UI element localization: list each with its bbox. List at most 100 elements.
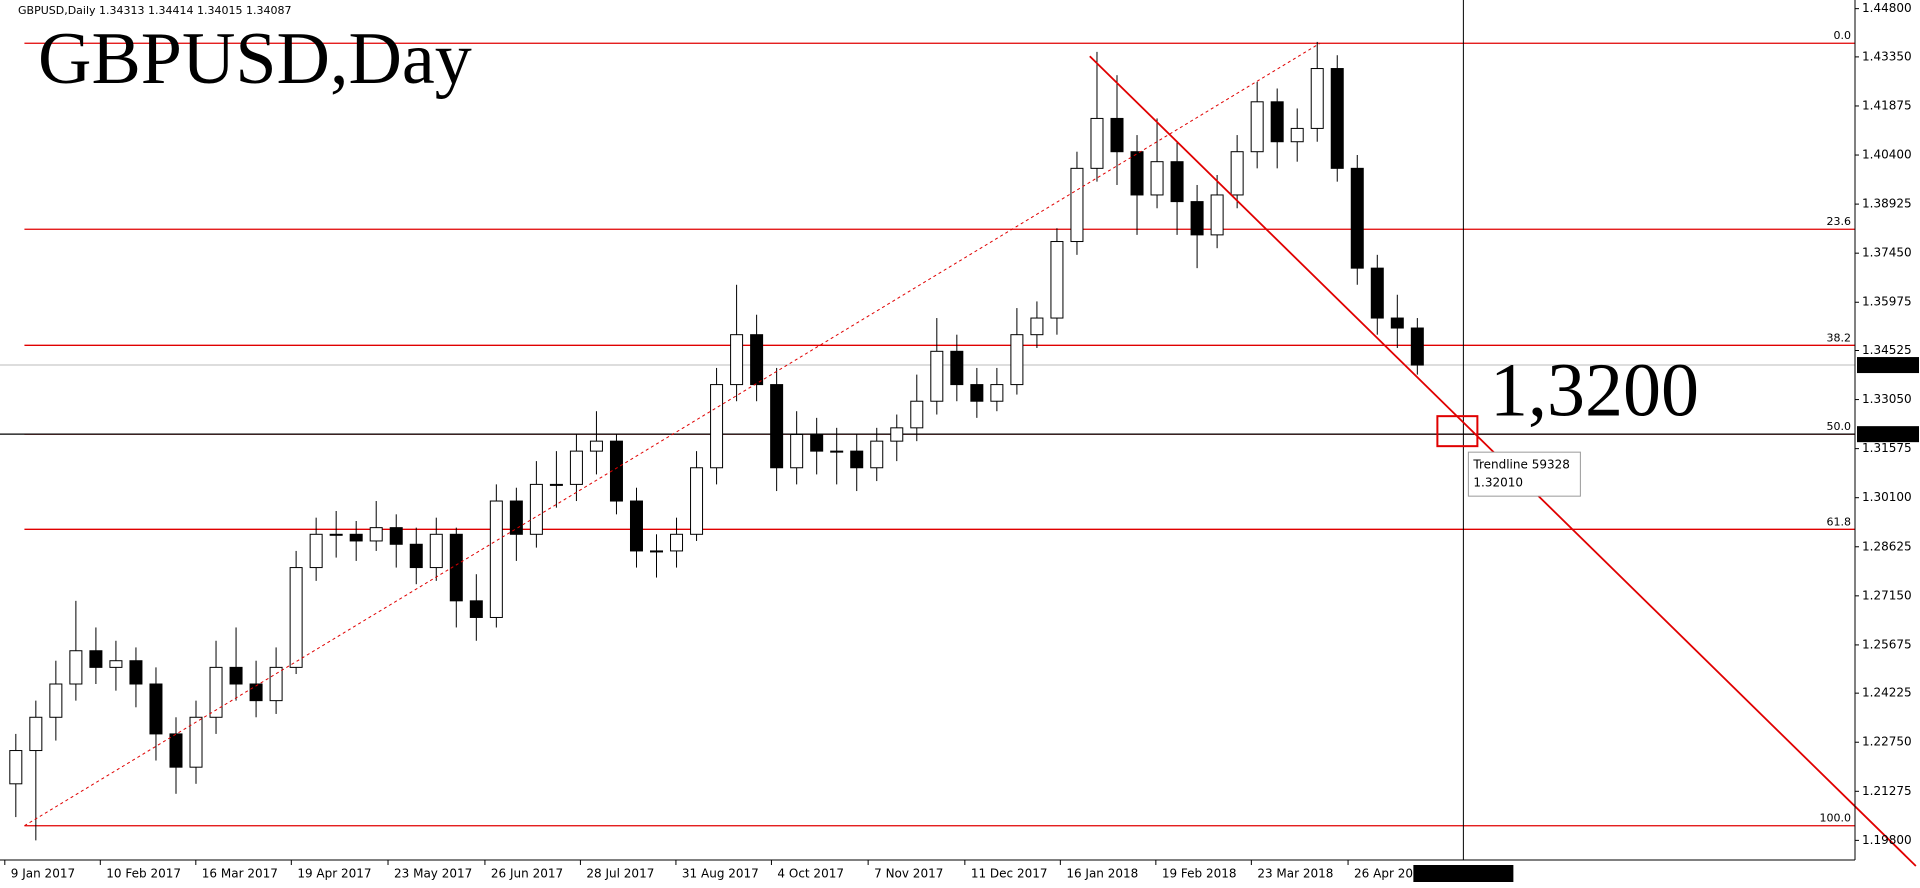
- tooltip-value: 1.32010: [1473, 476, 1523, 490]
- y-tick-label: 1.35975: [1862, 295, 1912, 309]
- y-tick-label: 1.22750: [1862, 735, 1912, 749]
- y-tick-label: 1.43350: [1862, 49, 1912, 63]
- fib-level-label: 100.0: [1820, 812, 1852, 825]
- fib-level-label: 23.6: [1827, 215, 1852, 228]
- candle-body: [790, 433, 804, 469]
- candle-body: [970, 384, 984, 402]
- x-tick-label: 28 Jul 2017: [586, 867, 654, 881]
- candle-body: [89, 650, 103, 668]
- candle-body: [1170, 161, 1184, 203]
- candle-body: [1310, 68, 1324, 129]
- y-tick-label: 1.31575: [1862, 441, 1912, 455]
- candle-body: [449, 533, 463, 602]
- crosshair-price-label: 1.32010: [1861, 427, 1911, 441]
- candle-body: [429, 533, 443, 569]
- y-tick-label: 1.28625: [1862, 539, 1912, 553]
- candle-body: [249, 683, 263, 702]
- fib-level-label: 38.2: [1827, 331, 1852, 344]
- candle-body: [229, 666, 243, 685]
- candle-body: [209, 666, 223, 718]
- x-tick-label: 26 Apr 201: [1354, 867, 1421, 881]
- candle-body: [1210, 194, 1224, 236]
- candle-body: [1230, 151, 1244, 196]
- candle-body: [1110, 117, 1124, 153]
- y-tick-label: 1.25675: [1862, 637, 1912, 651]
- current-price-box: [1857, 357, 1919, 374]
- dashed-trendline: [24, 42, 1321, 827]
- candle-body: [409, 543, 423, 569]
- crosshair-price-box: [1857, 426, 1919, 443]
- candle-body: [730, 334, 744, 386]
- candle-body: [69, 650, 83, 685]
- candle-body: [870, 440, 884, 469]
- fib-level-label: 50.0: [1827, 420, 1852, 433]
- candle-body: [629, 500, 643, 552]
- plot-area: 0.0 23.6 38.2 50.0 61.8 100.0: [0, 0, 1917, 867]
- candle-body: [1050, 241, 1064, 319]
- candle-body: [169, 733, 183, 768]
- x-tick-label: 31 Aug 2017: [682, 867, 759, 881]
- candle-body: [1150, 161, 1164, 196]
- candle-body: [49, 683, 63, 718]
- chart-title: GBPUSD,Day: [38, 18, 472, 100]
- candle-body: [830, 450, 844, 453]
- x-tick-label: 26 Jun 2017: [491, 867, 563, 881]
- candle-body: [149, 683, 163, 735]
- candle-body: [670, 533, 684, 552]
- candle-body: [1130, 151, 1144, 196]
- x-tick-label: 4 Oct 2017: [777, 867, 844, 881]
- candle-body: [810, 433, 824, 452]
- candle-body: [690, 467, 704, 535]
- candle-body: [1290, 127, 1304, 143]
- x-tick-label: 9 Jan 2017: [11, 867, 75, 881]
- x-tick-label: 7 Nov 2017: [874, 867, 943, 881]
- x-tick-label: 10 Feb 2017: [106, 867, 181, 881]
- y-tick-label: 1.24225: [1862, 686, 1912, 700]
- candle-body: [950, 350, 964, 386]
- candle-body: [509, 500, 523, 535]
- candle-body: [29, 716, 43, 752]
- y-tick-label: 1.27150: [1862, 588, 1912, 602]
- candle-body: [589, 440, 603, 452]
- y-tick-label: 1.34525: [1862, 343, 1912, 357]
- candle-body: [650, 550, 664, 553]
- candle-body: [930, 350, 944, 402]
- candle-body: [990, 384, 1004, 402]
- candle-body: [1090, 117, 1104, 169]
- candle-body: [770, 384, 784, 469]
- y-tick-label: 1.21275: [1862, 784, 1912, 798]
- x-tick-label: 23 Mar 2018: [1257, 867, 1333, 881]
- annotation: 1,3200: [1490, 348, 1699, 432]
- x-tick-label: 16 Jan 2018: [1066, 867, 1138, 881]
- candle-body: [309, 533, 323, 569]
- candle-body: [9, 750, 23, 785]
- candle-body: [109, 660, 123, 668]
- candle-body: [549, 483, 563, 486]
- candle-body: [710, 384, 724, 469]
- candle-body: [750, 334, 764, 386]
- candle-body: [609, 440, 623, 502]
- chart-header: GBPUSD,Daily 1.34313 1.34414 1.34015 1.3…: [18, 4, 291, 17]
- candle-body: [289, 567, 303, 668]
- y-tick-label: 1.40400: [1862, 148, 1912, 162]
- candle-body: [469, 600, 483, 618]
- candle-body: [1270, 101, 1284, 143]
- candle-body: [890, 427, 904, 442]
- candle-body: [269, 666, 283, 702]
- candle-body: [529, 483, 543, 535]
- candle-body: [1410, 327, 1424, 366]
- candle-body: [1350, 167, 1364, 269]
- fib-level-label: 61.8: [1827, 515, 1852, 528]
- x-tick-label: 19 Apr 2017: [297, 867, 371, 881]
- crosshair-date-box: [1413, 865, 1514, 882]
- tooltip-name: Trendline 59328: [1472, 458, 1570, 472]
- y-tick-label: 1.33050: [1862, 392, 1912, 406]
- candle-body: [1030, 317, 1044, 336]
- x-tick-label: 19 Feb 2018: [1162, 867, 1237, 881]
- candle-body: [129, 660, 143, 685]
- highlight-box: [1436, 415, 1479, 448]
